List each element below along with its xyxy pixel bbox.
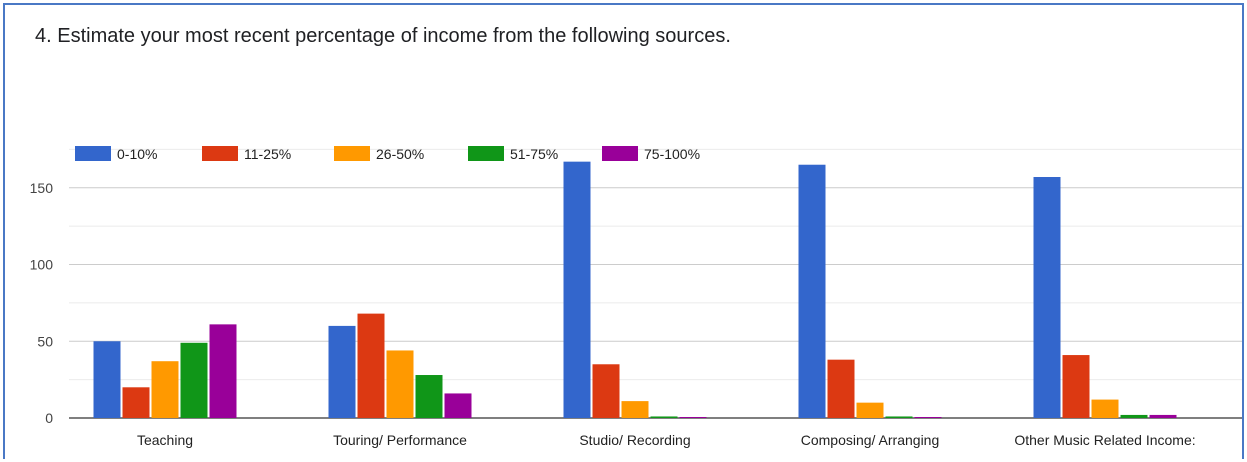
bar-26-50pct-0 (151, 361, 179, 418)
x-tick-label: Teaching (137, 432, 193, 448)
bar-11-25pct-0 (122, 387, 150, 418)
bar-0-10pct-3 (798, 164, 826, 418)
question-title: 4. Estimate your most recent percentage … (35, 25, 731, 47)
bar-75-100pct-0 (209, 324, 237, 418)
bar-11-25pct-2 (592, 364, 620, 418)
bar-0-10pct-4 (1033, 177, 1061, 418)
x-tick-label: Composing/ Arranging (801, 432, 940, 448)
legend-swatch (75, 146, 111, 161)
bar-51-75pct-0 (180, 342, 208, 418)
bar-11-25pct-1 (357, 313, 385, 418)
legend-label: 51-75% (510, 146, 558, 162)
bar-0-10pct-0 (93, 341, 121, 418)
bar-11-25pct-4 (1062, 355, 1090, 418)
legend-label: 26-50% (376, 146, 424, 162)
y-tick-label: 50 (37, 333, 53, 349)
bar-26-50pct-3 (856, 402, 884, 418)
legend-swatch (334, 146, 370, 161)
bar-chart: 0 50 100 150 Teaching Touring/ Performance St… (30, 146, 1242, 448)
bar-26-50pct-1 (386, 350, 414, 418)
bar-75-100pct-4 (1149, 414, 1177, 418)
bar-26-50pct-2 (621, 401, 649, 418)
legend-label: 75-100% (644, 146, 700, 162)
legend-swatch (468, 146, 504, 161)
question-card: 4. Estimate your most recent percentage … (3, 3, 1244, 459)
bar-0-10pct-2 (563, 161, 591, 418)
legend-swatch (202, 146, 238, 161)
x-axis-labels: Teaching Touring/ Performance Studio/ Reco… (137, 432, 1196, 448)
legend: 0-10% 11-25% 26-50% 51-75% 75-100% (75, 146, 700, 162)
bar-11-25pct-3 (827, 359, 855, 418)
bar-51-75pct-4 (1120, 414, 1148, 418)
bar-75-100pct-1 (444, 393, 472, 418)
y-tick-label: 0 (45, 410, 53, 426)
bar-51-75pct-1 (415, 375, 443, 418)
bar-51-75pct-3 (885, 416, 913, 418)
bar-26-50pct-4 (1091, 399, 1119, 418)
legend-label: 11-25% (244, 146, 291, 162)
x-tick-label: Studio/ Recording (579, 432, 690, 448)
y-axis-ticks: 0 50 100 150 (30, 180, 54, 426)
bar-51-75pct-2 (650, 416, 678, 418)
bar-75-100pct-2 (679, 417, 707, 418)
x-tick-label: Other Music Related Income: (1014, 432, 1195, 448)
legend-swatch (602, 146, 638, 161)
x-tick-label: Touring/ Performance (333, 432, 467, 448)
bars (93, 161, 1177, 418)
y-tick-label: 100 (30, 257, 54, 273)
bar-75-100pct-3 (914, 417, 942, 418)
y-tick-label: 150 (30, 180, 54, 196)
bar-0-10pct-1 (328, 325, 356, 418)
legend-label: 0-10% (117, 146, 157, 162)
